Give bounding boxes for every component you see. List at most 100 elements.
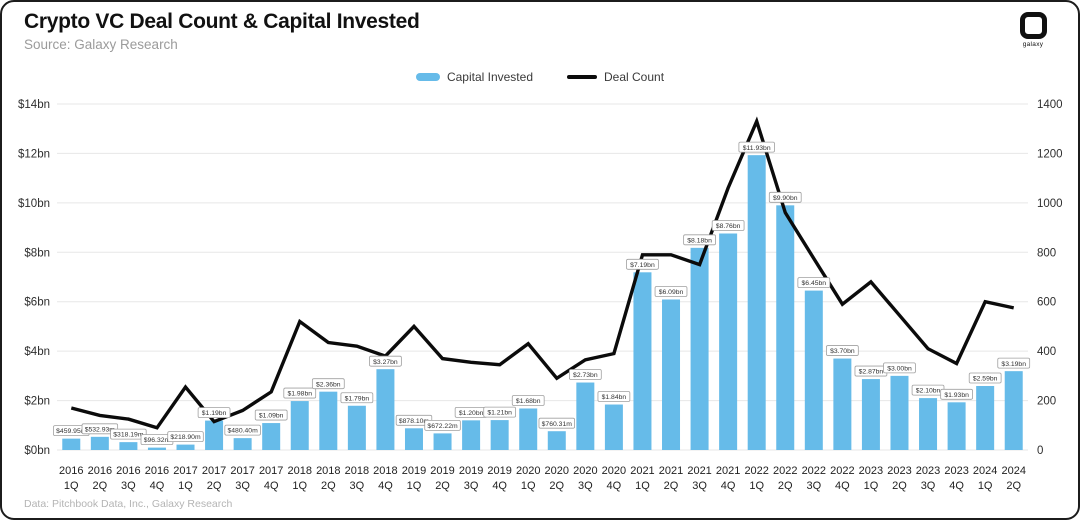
bar-value-label-box bbox=[940, 388, 973, 400]
x-axis-quarter-label: 2Q bbox=[892, 480, 907, 492]
deal-count-swatch-icon bbox=[567, 75, 597, 79]
x-axis-year-label: 2022 bbox=[773, 465, 797, 477]
capital-invested-bar bbox=[747, 155, 766, 450]
bar-value-label-box bbox=[311, 378, 345, 390]
x-axis-quarter-label: 4Q bbox=[949, 480, 964, 492]
x-axis-year-label: 2021 bbox=[716, 465, 740, 477]
x-axis-quarter-label: 4Q bbox=[721, 480, 736, 492]
bar-value-label-box bbox=[254, 409, 288, 421]
bar-value-label: $318.19m bbox=[113, 432, 144, 439]
capital-invested-bar bbox=[919, 398, 938, 450]
bar-value-label-box bbox=[568, 369, 602, 380]
bar-value-label: $8.76bn bbox=[716, 223, 741, 230]
x-axis-year-label: 2017 bbox=[202, 465, 226, 477]
left-axis-tick-label: $10bn bbox=[18, 198, 50, 210]
x-axis-quarter-label: 2Q bbox=[664, 480, 679, 492]
capital-invested-bar bbox=[62, 438, 81, 450]
bar-value-label: $218.90m bbox=[170, 434, 201, 441]
capital-invested-bar bbox=[462, 420, 481, 450]
capital-invested-bar bbox=[861, 379, 880, 450]
bar-value-label: $3.19bn bbox=[1001, 361, 1026, 368]
page-title: Crypto VC Deal Count & Capital Invested bbox=[24, 10, 420, 33]
right-axis-tick-label: 0 bbox=[1037, 445, 1043, 457]
bar-value-label-box bbox=[968, 372, 1002, 384]
bar-value-label-box bbox=[997, 357, 1031, 369]
capital-invested-bar bbox=[119, 442, 138, 450]
right-axis-tick-label: 800 bbox=[1037, 247, 1056, 259]
capital-invested-bar bbox=[776, 205, 795, 450]
x-axis-year-label: 2017 bbox=[230, 465, 254, 477]
bar-value-label: $2.73bn bbox=[573, 372, 598, 379]
x-axis-year-label: 2018 bbox=[316, 465, 340, 477]
x-axis-year-label: 2016 bbox=[88, 465, 112, 477]
capital-invested-bar bbox=[633, 272, 652, 450]
bar-value-label-box bbox=[826, 345, 859, 356]
right-axis-tick-label: 600 bbox=[1037, 297, 1056, 309]
bar-value-label: $1.09bn bbox=[259, 413, 284, 420]
x-axis-year-label: 2019 bbox=[402, 465, 426, 477]
bar-value-label: $2.10bn bbox=[916, 388, 941, 395]
x-axis-year-label: 2023 bbox=[887, 465, 911, 477]
x-axis-quarter-label: 4Q bbox=[378, 480, 393, 492]
bar-value-label-box bbox=[283, 387, 317, 399]
bar-value-label-box bbox=[597, 391, 631, 402]
x-axis-year-label: 2016 bbox=[59, 465, 83, 477]
capital-invested-bar bbox=[290, 401, 309, 450]
bar-value-label-box bbox=[483, 406, 517, 418]
x-axis-year-label: 2022 bbox=[744, 465, 768, 477]
bar-value-label: $3.27bn bbox=[373, 359, 398, 366]
x-axis-year-label: 2020 bbox=[573, 465, 597, 477]
bar-value-label-box bbox=[340, 392, 374, 404]
bar-value-label-box bbox=[167, 431, 204, 442]
x-axis-quarter-label: 4Q bbox=[835, 480, 850, 492]
bar-value-label-box bbox=[197, 407, 231, 418]
capital-invested-bar bbox=[490, 420, 509, 450]
bar-value-label-box bbox=[683, 234, 716, 246]
x-axis-quarter-label: 3Q bbox=[121, 480, 136, 492]
x-axis-quarter-label: 3Q bbox=[464, 480, 479, 492]
bar-value-label: $8.18bn bbox=[687, 237, 712, 244]
left-axis-tick-label: $0bn bbox=[24, 445, 50, 457]
bar-value-label-box bbox=[511, 395, 545, 406]
x-axis-quarter-label: 1Q bbox=[521, 480, 536, 492]
x-axis-year-label: 2016 bbox=[116, 465, 140, 477]
capital-invested-bar bbox=[433, 433, 452, 450]
x-axis-year-label: 2023 bbox=[859, 465, 883, 477]
x-axis-quarter-label: 2Q bbox=[207, 480, 222, 492]
x-axis-quarter-label: 3Q bbox=[921, 480, 936, 492]
left-axis-tick-label: $6bn bbox=[24, 297, 50, 309]
x-axis-quarter-label: 4Q bbox=[492, 480, 507, 492]
x-axis-quarter-label: 2Q bbox=[1006, 480, 1021, 492]
capital-invested-swatch-icon bbox=[415, 73, 440, 81]
capital-invested-bar bbox=[547, 431, 566, 450]
x-axis-quarter-label: 1Q bbox=[64, 480, 79, 492]
header: Crypto VC Deal Count & Capital Invested … bbox=[24, 10, 420, 52]
x-axis-year-label: 2022 bbox=[830, 465, 854, 477]
bar-value-label-box bbox=[538, 417, 575, 429]
x-axis-quarter-label: 1Q bbox=[864, 480, 879, 492]
chart-source: Source: Galaxy Research bbox=[24, 37, 178, 52]
right-axis-tick-label: 1000 bbox=[1037, 198, 1063, 210]
footer-note: Data: Pitchbook Data, Inc., Galaxy Resea… bbox=[24, 498, 233, 510]
x-axis-quarter-label: 2Q bbox=[92, 480, 107, 492]
left-axis-tick-label: $14bn bbox=[18, 99, 50, 111]
x-axis-year-label: 2023 bbox=[916, 465, 940, 477]
x-axis-year-label: 2020 bbox=[602, 465, 626, 477]
bar-value-label: $9.90bn bbox=[773, 195, 798, 202]
x-axis-quarter-label: 1Q bbox=[978, 480, 993, 492]
x-axis-year-label: 2017 bbox=[173, 465, 197, 477]
capital-invested-bar bbox=[833, 358, 852, 450]
capital-invested-bar bbox=[690, 247, 709, 450]
x-axis-quarter-label: 3Q bbox=[235, 480, 250, 492]
capital-invested-bar bbox=[90, 436, 109, 450]
left-axis-tick-label: $2bn bbox=[24, 396, 50, 408]
x-axis-year-label: 2022 bbox=[802, 465, 826, 477]
x-axis-year-label: 2016 bbox=[145, 465, 169, 477]
bar-value-label-box bbox=[711, 220, 745, 231]
bar-value-label: $1.21bn bbox=[487, 410, 512, 417]
legend: Capital Invested Deal Count bbox=[2, 70, 1078, 84]
x-axis-year-label: 2020 bbox=[516, 465, 540, 477]
x-axis-year-label: 2019 bbox=[459, 465, 483, 477]
x-axis-quarter-label: 1Q bbox=[635, 480, 650, 492]
